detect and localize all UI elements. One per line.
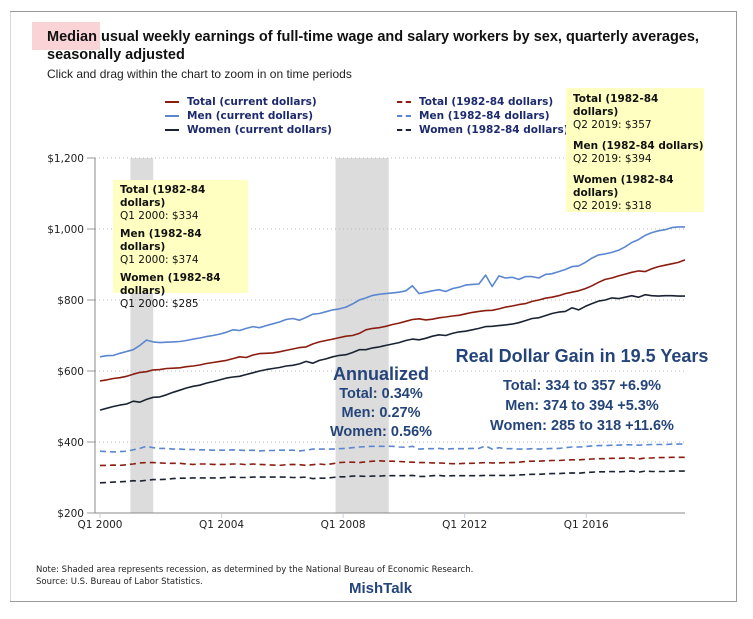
y-tick-label: $600: [57, 366, 84, 378]
annualized-men: Men: 0.27%: [341, 405, 421, 421]
x-tick-label: Q1 2008: [321, 519, 366, 531]
tooltip-heading: Women (1982-84 dollars): [120, 272, 221, 297]
legend-swatch: [397, 101, 411, 103]
x-tick-label: Q1 2000: [77, 519, 122, 531]
legend-swatch: [397, 115, 411, 117]
series-women-real: [99, 470, 685, 484]
tooltip-heading: Men (1982-84 dollars): [120, 228, 202, 253]
real-gain-annotation: Real Dollar Gain in 19.5 Years Total: 33…: [437, 345, 727, 436]
legend-label: Women (current dollars): [187, 124, 332, 136]
real-gain-title: Real Dollar Gain in 19.5 Years: [455, 346, 709, 366]
tooltip-heading: Men (1982-84 dollars): [573, 140, 704, 152]
tooltip-value: Q1 2000: $334: [120, 210, 199, 222]
chart-frame: [10, 11, 737, 602]
series-men-real: [99, 443, 685, 453]
legend-label: Men (1982-84 dollars): [419, 110, 550, 122]
legend-item-total-real[interactable]: Total (1982-84 dollars): [397, 96, 553, 108]
legend-item-women-real[interactable]: Women (1982-84 dollars): [397, 124, 569, 136]
legend-item-men-current[interactable]: Men (current dollars): [165, 110, 313, 122]
x-tick-label: Q1 2016: [564, 519, 609, 531]
tooltip-q2-2019: Total (1982-84 dollars) Q2 2019: $357 Men …: [566, 88, 704, 212]
title-highlight: [32, 22, 100, 50]
tooltip-heading: Total (1982-84 dollars): [573, 93, 659, 118]
annualized-annotation: Annualized Total: 0.34% Men: 0.27% Women…: [306, 364, 456, 442]
tooltip-value: Q1 2000: $374: [120, 254, 199, 266]
legend-item-total-current[interactable]: Total (current dollars): [165, 96, 317, 108]
real-gain-women: Women: 285 to 318 +11.6%: [490, 418, 674, 434]
source-note: Source: U.S. Bureau of Labor Statistics.: [36, 577, 203, 587]
legend-swatch: [165, 129, 179, 131]
y-tick-label: $1,200: [47, 153, 84, 165]
tooltip-heading: Total (1982-84 dollars): [120, 184, 206, 209]
legend-label: Total (1982-84 dollars): [419, 96, 554, 108]
tooltip-heading: Women (1982-84 dollars): [573, 174, 674, 199]
legend-label: Women (1982-84 dollars): [419, 124, 569, 136]
legend-label: Total (current dollars): [187, 96, 317, 108]
tooltip-value: Q2 2019: $357: [573, 119, 652, 131]
legend-item-women-current[interactable]: Women (current dollars): [165, 124, 332, 136]
tooltip-value: Q2 2019: $318: [573, 200, 652, 212]
chart-subtitle: Click and drag within the chart to zoom …: [47, 67, 352, 81]
brand-logo: MishTalk: [349, 580, 413, 597]
tooltip-value: Q2 2019: $394: [573, 153, 652, 165]
y-tick-label: $200: [57, 508, 84, 520]
real-gain-men: Men: 374 to 394 +5.3%: [505, 398, 659, 414]
x-tick-label: Q1 2012: [442, 519, 487, 531]
legend-swatch: [397, 129, 411, 131]
real-gain-total: Total: 334 to 357 +6.9%: [502, 378, 662, 394]
legend-item-men-real[interactable]: Men (1982-84 dollars): [397, 110, 550, 122]
y-tick-label: $400: [57, 437, 84, 449]
tooltip-q1-2000: Total (1982-84 dollars) Q1 2000: $334 Men …: [113, 180, 248, 310]
recession-band: [335, 158, 389, 513]
annualized-women: Women: 0.56%: [329, 424, 433, 440]
frame-left-border: [10, 11, 11, 602]
legend-swatch: [165, 115, 179, 117]
x-tick-label: Q1 2004: [199, 519, 244, 531]
y-tick-label: $1,000: [47, 224, 84, 236]
tooltip-value: Q1 2000: $285: [120, 298, 199, 310]
annualized-total: Total: 0.34%: [339, 386, 423, 402]
legend-swatch: [165, 101, 179, 103]
series-women-current: [99, 293, 685, 411]
series-total-real: [100, 456, 685, 467]
chart-title: Median usual weekly earnings of full-tim…: [47, 29, 699, 63]
recession-note: Note: Shaded area represents recession, …: [36, 565, 474, 575]
annualized-title: Annualized: [332, 364, 429, 384]
legend-label: Men (current dollars): [187, 110, 314, 122]
series-total-current: [99, 259, 686, 382]
y-tick-label: $800: [57, 295, 84, 307]
series-men-current: [99, 226, 685, 358]
